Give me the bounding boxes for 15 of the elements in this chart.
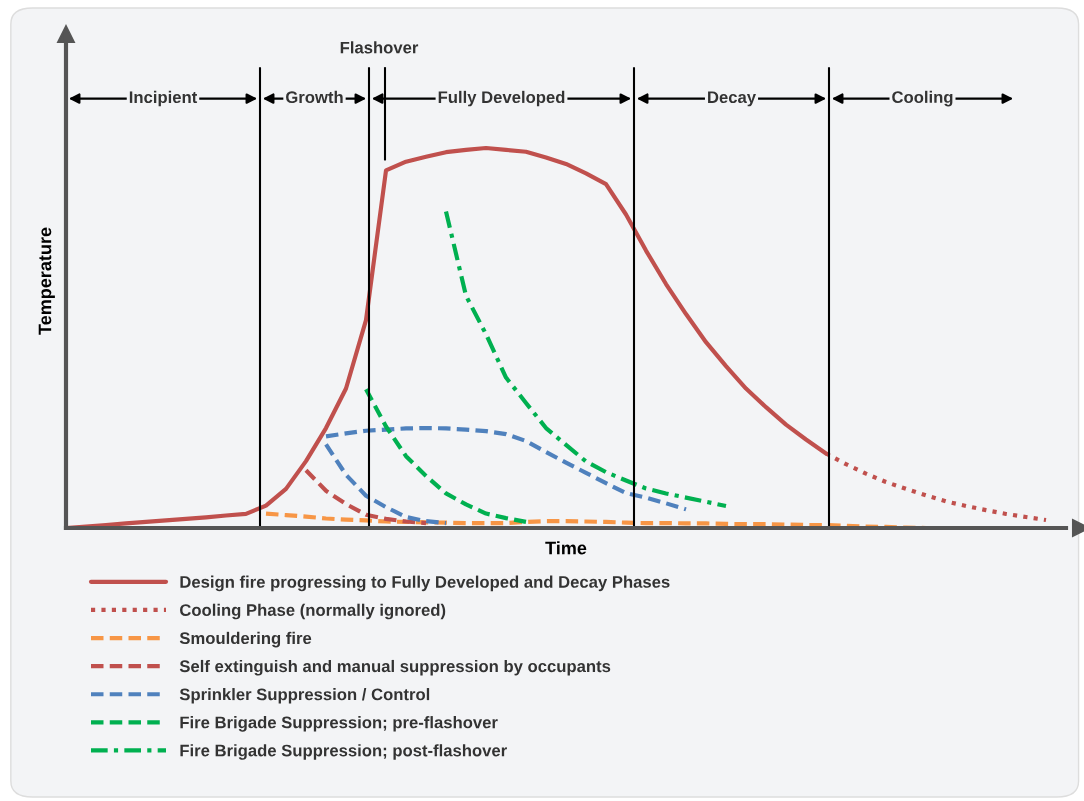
legend-label: Design fire progressing to Fully Developed and Decay Phases — [180, 575, 670, 592]
text: Cooling — [892, 90, 953, 107]
text: Decay — [708, 91, 756, 107]
text: Flashover — [340, 41, 419, 54]
text: Fully Developed — [438, 90, 565, 107]
legend-label: Sprinkler Suppression / Control — [179, 688, 430, 704]
text: Incipient — [129, 90, 198, 107]
legend-label: Smouldering fire — [179, 631, 312, 648]
legend-label: Self extinguish and manual suppression by occupants — [179, 659, 611, 676]
legend-label: Cooling Phase (normally ignored) — [180, 603, 446, 620]
text: Growth — [286, 90, 343, 104]
legend-label: Fire Brigade Suppression; post-flashover — [180, 744, 507, 760]
legend-label: Fire Brigade Suppression; pre-flashover — [180, 716, 498, 732]
y-axis-title: Temperature — [38, 227, 55, 335]
x-axis-title: Time — [545, 541, 587, 555]
